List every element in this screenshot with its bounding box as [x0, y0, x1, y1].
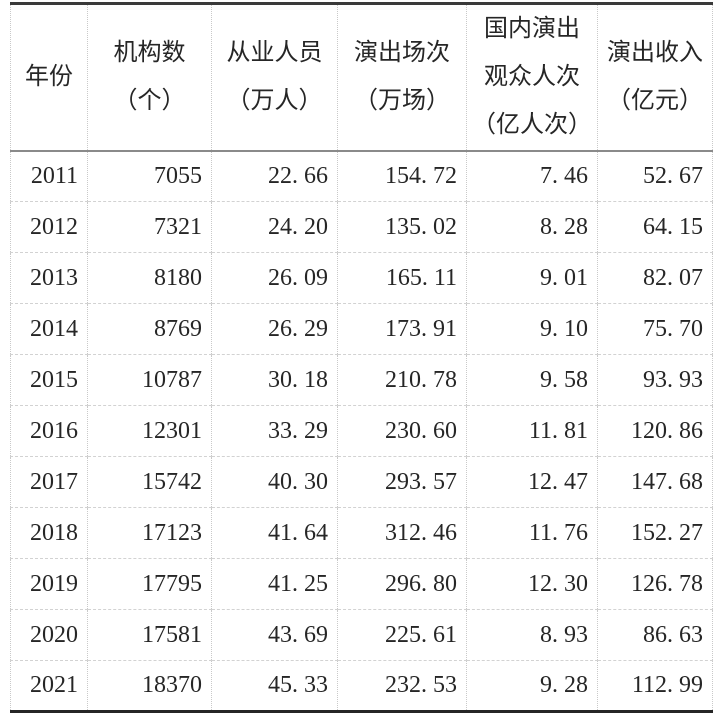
cell-institutions: 7055: [87, 150, 212, 202]
cell-employees: 26. 09: [211, 252, 338, 304]
cell-employees: 41. 25: [211, 558, 338, 610]
cell-performances: 312. 46: [337, 507, 467, 559]
cell-year: 2012: [10, 201, 88, 253]
cell-revenue: 112. 99: [597, 660, 713, 712]
table-row: 2020 17581 43. 69 225. 61 8. 93 86. 63: [10, 609, 713, 661]
statistics-table: 年份 机构数 （个） 从业人员 （万人） 演出场次 （万场） 国内演出 观众人次…: [10, 2, 713, 713]
cell-performances: 293. 57: [337, 456, 467, 508]
cell-institutions: 17581: [87, 609, 212, 661]
cell-revenue: 82. 07: [597, 252, 713, 304]
table-row: 2016 12301 33. 29 230. 60 11. 81 120. 86: [10, 405, 713, 457]
cell-year: 2019: [10, 558, 88, 610]
cell-performances: 232. 53: [337, 660, 467, 712]
cell-revenue: 86. 63: [597, 609, 713, 661]
table-row: 2015 10787 30. 18 210. 78 9. 58 93. 93: [10, 354, 713, 406]
cell-audience: 11. 76: [466, 507, 598, 559]
cell-institutions: 7321: [87, 201, 212, 253]
cell-performances: 210. 78: [337, 354, 467, 406]
cell-performances: 135. 02: [337, 201, 467, 253]
cell-audience: 11. 81: [466, 405, 598, 457]
cell-performances: 165. 11: [337, 252, 467, 304]
table-row: 2012 7321 24. 20 135. 02 8. 28 64. 15: [10, 201, 713, 253]
cell-institutions: 10787: [87, 354, 212, 406]
cell-institutions: 17123: [87, 507, 212, 559]
cell-employees: 43. 69: [211, 609, 338, 661]
cell-employees: 41. 64: [211, 507, 338, 559]
cell-employees: 40. 30: [211, 456, 338, 508]
cell-year: 2018: [10, 507, 88, 559]
cell-audience: 12. 30: [466, 558, 598, 610]
cell-performances: 296. 80: [337, 558, 467, 610]
cell-audience: 9. 58: [466, 354, 598, 406]
cell-employees: 24. 20: [211, 201, 338, 253]
cell-employees: 33. 29: [211, 405, 338, 457]
column-header-institutions: 机构数 （个）: [87, 3, 212, 152]
cell-revenue: 120. 86: [597, 405, 713, 457]
cell-institutions: 12301: [87, 405, 212, 457]
cell-revenue: 147. 68: [597, 456, 713, 508]
cell-revenue: 75. 70: [597, 303, 713, 355]
cell-audience: 9. 28: [466, 660, 598, 712]
cell-audience: 7. 46: [466, 150, 598, 202]
cell-performances: 230. 60: [337, 405, 467, 457]
column-header-performances: 演出场次 （万场）: [337, 3, 467, 152]
cell-year: 2011: [10, 150, 88, 202]
cell-institutions: 8769: [87, 303, 212, 355]
table-row: 2017 15742 40. 30 293. 57 12. 47 147. 68: [10, 456, 713, 508]
cell-institutions: 17795: [87, 558, 212, 610]
table-row: 2019 17795 41. 25 296. 80 12. 30 126. 78: [10, 558, 713, 610]
cell-employees: 45. 33: [211, 660, 338, 712]
cell-performances: 154. 72: [337, 150, 467, 202]
cell-audience: 9. 01: [466, 252, 598, 304]
cell-year: 2013: [10, 252, 88, 304]
cell-performances: 173. 91: [337, 303, 467, 355]
table-row: 2011 7055 22. 66 154. 72 7. 46 52. 67: [10, 150, 713, 202]
table-row: 2014 8769 26. 29 173. 91 9. 10 75. 70: [10, 303, 713, 355]
table-row: 2018 17123 41. 64 312. 46 11. 76 152. 27: [10, 507, 713, 559]
cell-year: 2021: [10, 660, 88, 712]
cell-revenue: 93. 93: [597, 354, 713, 406]
cell-audience: 9. 10: [466, 303, 598, 355]
cell-revenue: 64. 15: [597, 201, 713, 253]
cell-institutions: 18370: [87, 660, 212, 712]
column-header-revenue: 演出收入 （亿元）: [597, 3, 713, 152]
cell-performances: 225. 61: [337, 609, 467, 661]
cell-year: 2014: [10, 303, 88, 355]
cell-year: 2016: [10, 405, 88, 457]
cell-audience: 8. 28: [466, 201, 598, 253]
cell-revenue: 52. 67: [597, 150, 713, 202]
cell-year: 2017: [10, 456, 88, 508]
cell-year: 2015: [10, 354, 88, 406]
cell-revenue: 152. 27: [597, 507, 713, 559]
column-header-year: 年份: [10, 3, 88, 152]
cell-year: 2020: [10, 609, 88, 661]
table-row: 2013 8180 26. 09 165. 11 9. 01 82. 07: [10, 252, 713, 304]
column-header-employees: 从业人员 （万人）: [211, 3, 338, 152]
header-row: 年份 机构数 （个） 从业人员 （万人） 演出场次 （万场） 国内演出 观众人次…: [10, 3, 713, 152]
cell-audience: 8. 93: [466, 609, 598, 661]
column-header-audience: 国内演出 观众人次 （亿人次）: [466, 3, 598, 152]
cell-institutions: 15742: [87, 456, 212, 508]
cell-audience: 12. 47: [466, 456, 598, 508]
table-row: 2021 18370 45. 33 232. 53 9. 28 112. 99: [10, 660, 713, 712]
cell-revenue: 126. 78: [597, 558, 713, 610]
cell-employees: 22. 66: [211, 150, 338, 202]
cell-employees: 26. 29: [211, 303, 338, 355]
cell-institutions: 8180: [87, 252, 212, 304]
cell-employees: 30. 18: [211, 354, 338, 406]
